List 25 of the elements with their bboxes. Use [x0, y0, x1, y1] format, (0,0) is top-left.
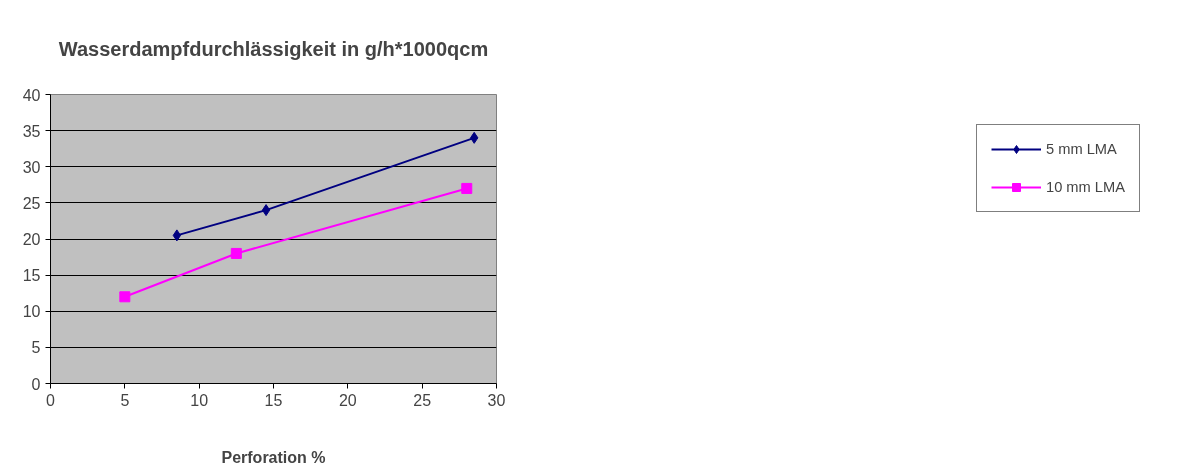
x-axis-title: Perforation % [221, 448, 326, 466]
y-tick-label: 5 [31, 339, 41, 357]
x-tick-label: 30 [487, 391, 506, 409]
y-tick-label: 15 [22, 267, 41, 285]
x-tick-label: 5 [120, 391, 130, 409]
y-tick-label: 20 [22, 231, 41, 248]
point [461, 182, 473, 194]
chart-title: Wasserdampfdurchlässigkeit in g/h*1000qcm [58, 37, 489, 60]
point [230, 247, 242, 259]
y-tick-label: 35 [22, 122, 41, 140]
y-tick-label: 0 [31, 375, 41, 393]
legend-label: 5 mm LMA [1046, 141, 1117, 157]
point [172, 229, 182, 242]
y-tick-label: 40 [22, 86, 41, 104]
x-tick-label: 0 [46, 391, 56, 409]
x-tick-label: 25 [413, 391, 432, 409]
y-tick-label: 10 [22, 303, 41, 321]
y-tick-label: 30 [22, 158, 41, 176]
point [119, 291, 131, 303]
legend-label: 10 mm LMA [1046, 179, 1125, 195]
point [261, 204, 271, 217]
x-tick-label: 10 [190, 391, 209, 409]
x-tick-label: 15 [264, 391, 283, 409]
y-tick-label: 25 [22, 194, 41, 212]
x-tick-label: 20 [338, 391, 357, 409]
